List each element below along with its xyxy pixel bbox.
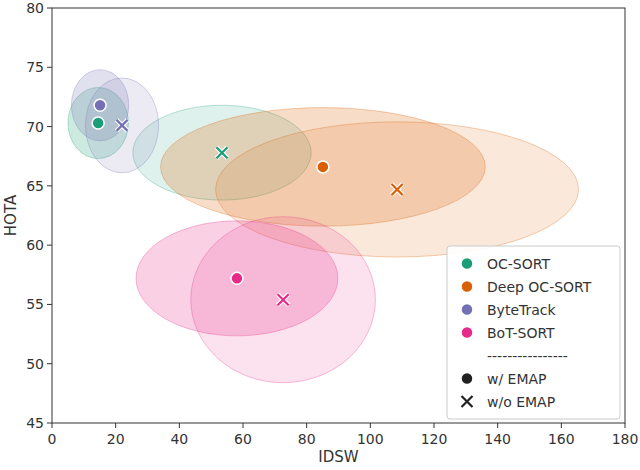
x-tick <box>370 423 371 428</box>
legend-label: OC-SORT <box>487 256 550 272</box>
legend-swatch <box>461 258 473 270</box>
chart: 0 20 40 60 80 100 120 140 160 180 45 50 55 60 65 70 75 80… <box>0 0 640 470</box>
y-tick-label: 45 <box>26 415 44 431</box>
points <box>92 99 402 305</box>
marker-edge <box>216 147 227 158</box>
point <box>92 117 104 129</box>
marker-x <box>392 184 403 195</box>
y-tick-label: 55 <box>26 296 44 312</box>
y-tick <box>47 423 52 424</box>
legend-label: w/ EMAP <box>487 371 547 387</box>
y-tick <box>47 67 52 68</box>
x-tick-label: 80 <box>298 431 316 447</box>
x-tick <box>179 423 180 428</box>
y-tick-label: 75 <box>26 59 44 75</box>
legend-marker <box>462 396 473 407</box>
ellipses <box>68 70 579 383</box>
legend-swatch <box>461 281 473 293</box>
y-tick-label: 60 <box>26 237 44 253</box>
point <box>231 272 243 284</box>
y-tick-label: 65 <box>26 178 44 194</box>
point <box>216 147 227 158</box>
legend-label: BoT-SORT <box>487 325 555 341</box>
marker-circle <box>94 99 106 111</box>
x-tick <box>115 423 116 428</box>
x-tick <box>625 423 626 428</box>
x-tick-label: 100 <box>357 431 384 447</box>
marker-x <box>216 147 227 158</box>
legend-label: w/o EMAP <box>487 394 555 410</box>
spread-ellipse <box>85 78 158 173</box>
marker-circle <box>92 117 104 129</box>
legend-marker <box>461 373 473 385</box>
point <box>117 120 128 131</box>
spread-ellipse <box>191 217 376 383</box>
y-tick <box>47 245 52 246</box>
x-tick <box>497 423 498 428</box>
plot-background <box>52 8 625 423</box>
x-tick-label: 60 <box>234 431 252 447</box>
x-tick-label: 160 <box>548 431 575 447</box>
point <box>278 294 289 305</box>
marker-circle <box>231 272 243 284</box>
legend-swatch <box>461 304 473 316</box>
legend-swatch <box>461 327 473 339</box>
y-axis-label: HOTA <box>2 194 20 236</box>
x-tick-label: 20 <box>107 431 125 447</box>
legend-separator: ---------------- <box>487 348 568 364</box>
x-tick-label: 140 <box>484 431 511 447</box>
x-axis-label: IDSW <box>318 448 358 466</box>
marker-circle <box>317 161 329 173</box>
marker-x <box>462 396 473 407</box>
x-tick <box>52 423 53 428</box>
point <box>392 184 403 195</box>
x-tick <box>306 423 307 428</box>
marker-x <box>278 294 289 305</box>
marker-edge <box>278 294 289 305</box>
y-tick <box>47 8 52 9</box>
point <box>317 161 329 173</box>
x-tick <box>561 423 562 428</box>
legend-box <box>447 246 620 419</box>
y-tick <box>47 304 52 305</box>
marker-edge <box>392 184 403 195</box>
marker-edge <box>117 120 128 131</box>
y-tick-label: 50 <box>26 356 44 372</box>
x-tick-label: 0 <box>48 431 57 447</box>
frame <box>52 8 625 423</box>
marker-edge <box>462 396 473 407</box>
legend-label: ByteTrack <box>487 302 557 318</box>
y-tick-label: 70 <box>26 119 44 135</box>
legend: OC-SORT Deep OC-SORT ByteTrack BoT-SORT ----… <box>447 246 620 419</box>
marker-circle <box>461 373 473 385</box>
y-tick <box>47 363 52 364</box>
x-tick-label: 40 <box>170 431 188 447</box>
marker-x <box>117 120 128 131</box>
point <box>94 99 106 111</box>
legend-label: Deep OC-SORT <box>487 279 592 295</box>
x-tick <box>243 423 244 428</box>
x-tick <box>434 423 435 428</box>
x-tick-label: 180 <box>612 431 639 447</box>
y-tick <box>47 185 52 186</box>
y-tick <box>47 126 52 127</box>
x-tick-label: 120 <box>421 431 448 447</box>
y-tick-label: 80 <box>26 0 44 16</box>
